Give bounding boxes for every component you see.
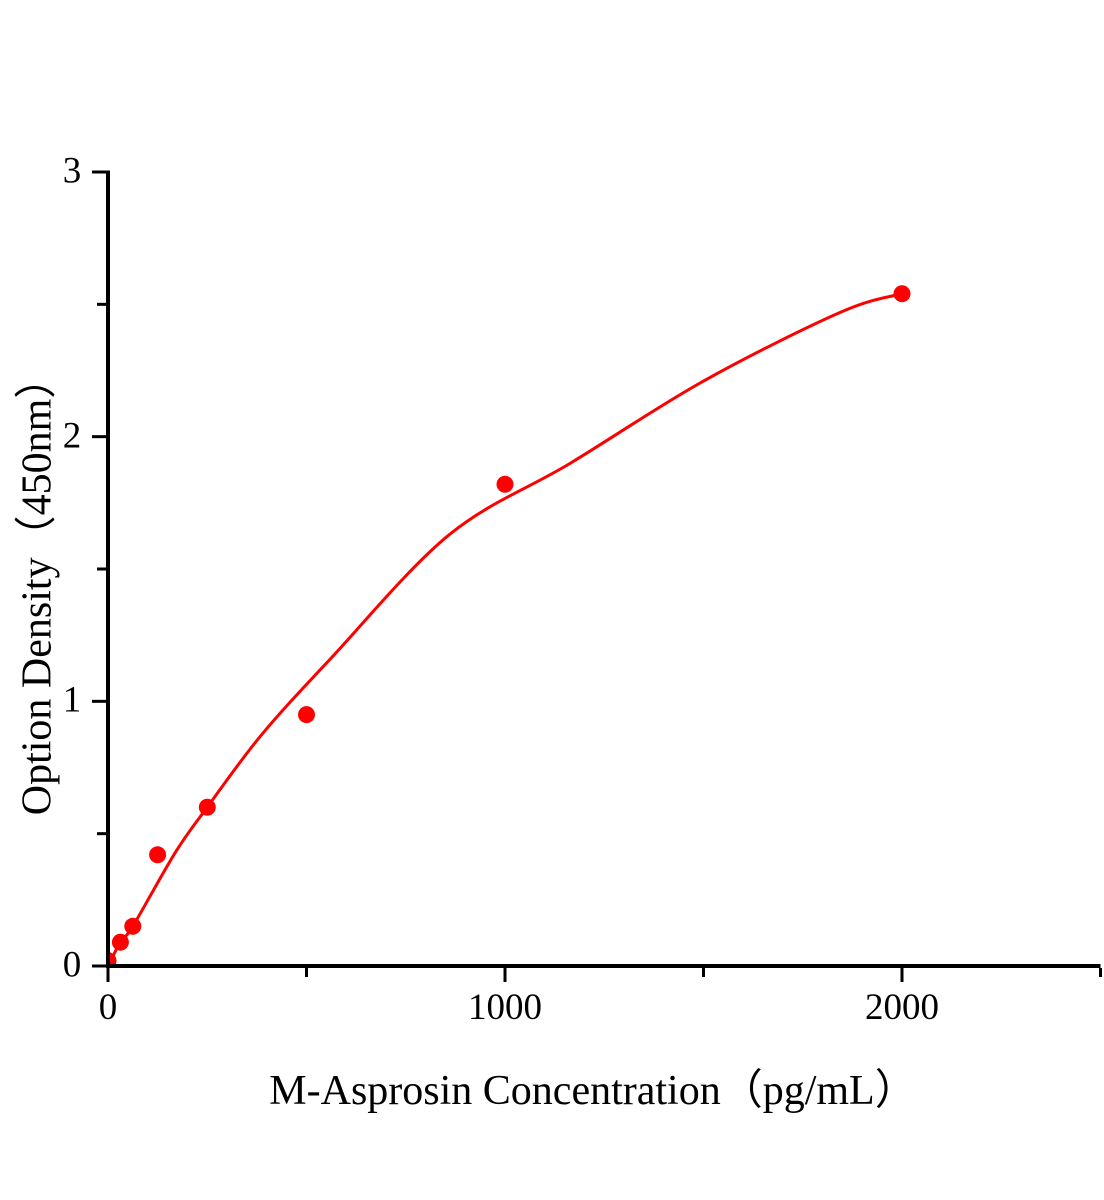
data-point xyxy=(149,846,167,864)
data-point xyxy=(111,933,129,951)
x-axis-title: M-Asprosin Concentration（pg/mL） xyxy=(269,1068,917,1114)
x-tick-label: 1000 xyxy=(468,987,542,1028)
y-axis-title: Option Density（450nm） xyxy=(14,356,61,816)
data-point xyxy=(110,952,117,964)
plot-area xyxy=(110,285,911,964)
data-point xyxy=(893,285,911,303)
fit-curve-line xyxy=(110,292,903,964)
x-tick-label: 0 xyxy=(98,987,118,1028)
data-point xyxy=(496,475,514,493)
y-tick-label: 1 xyxy=(62,679,82,721)
y-tick-label: 0 xyxy=(62,944,82,986)
data-point xyxy=(298,706,315,724)
data-point xyxy=(198,798,216,816)
y-tick-label: 3 xyxy=(62,150,82,192)
y-tick-label: 2 xyxy=(62,415,82,457)
axes xyxy=(92,170,1102,982)
x-tick-label: 2000 xyxy=(865,987,939,1028)
data-point xyxy=(124,917,142,935)
